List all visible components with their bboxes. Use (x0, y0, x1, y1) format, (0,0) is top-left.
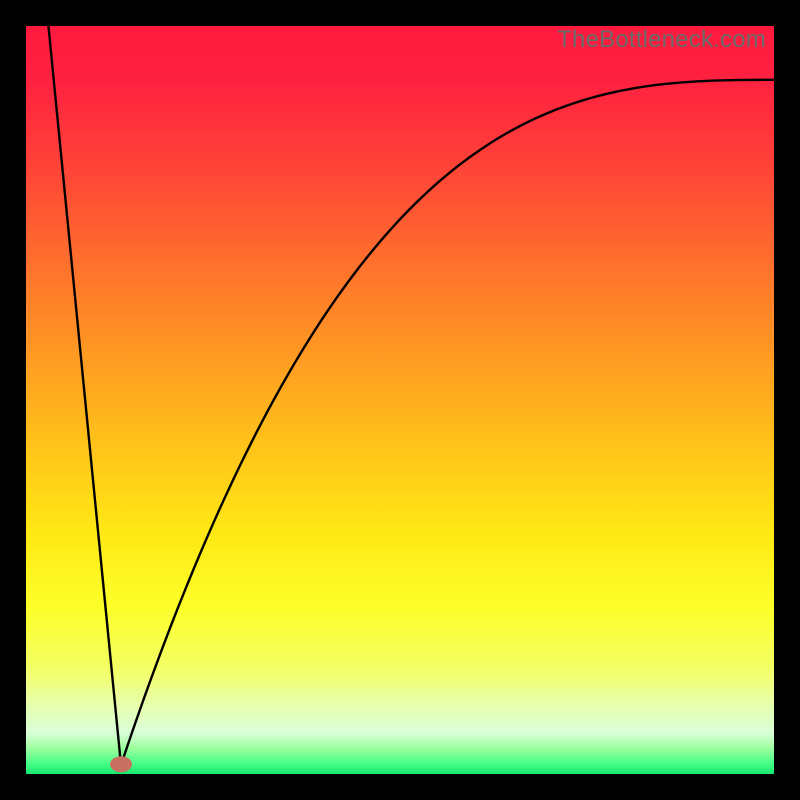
bottleneck-curve (48, 26, 774, 765)
plot-area: TheBottleneck.com (26, 26, 774, 774)
minimum-marker (110, 756, 132, 772)
curve-svg (26, 26, 774, 774)
watermark-text: TheBottleneck.com (557, 26, 766, 54)
